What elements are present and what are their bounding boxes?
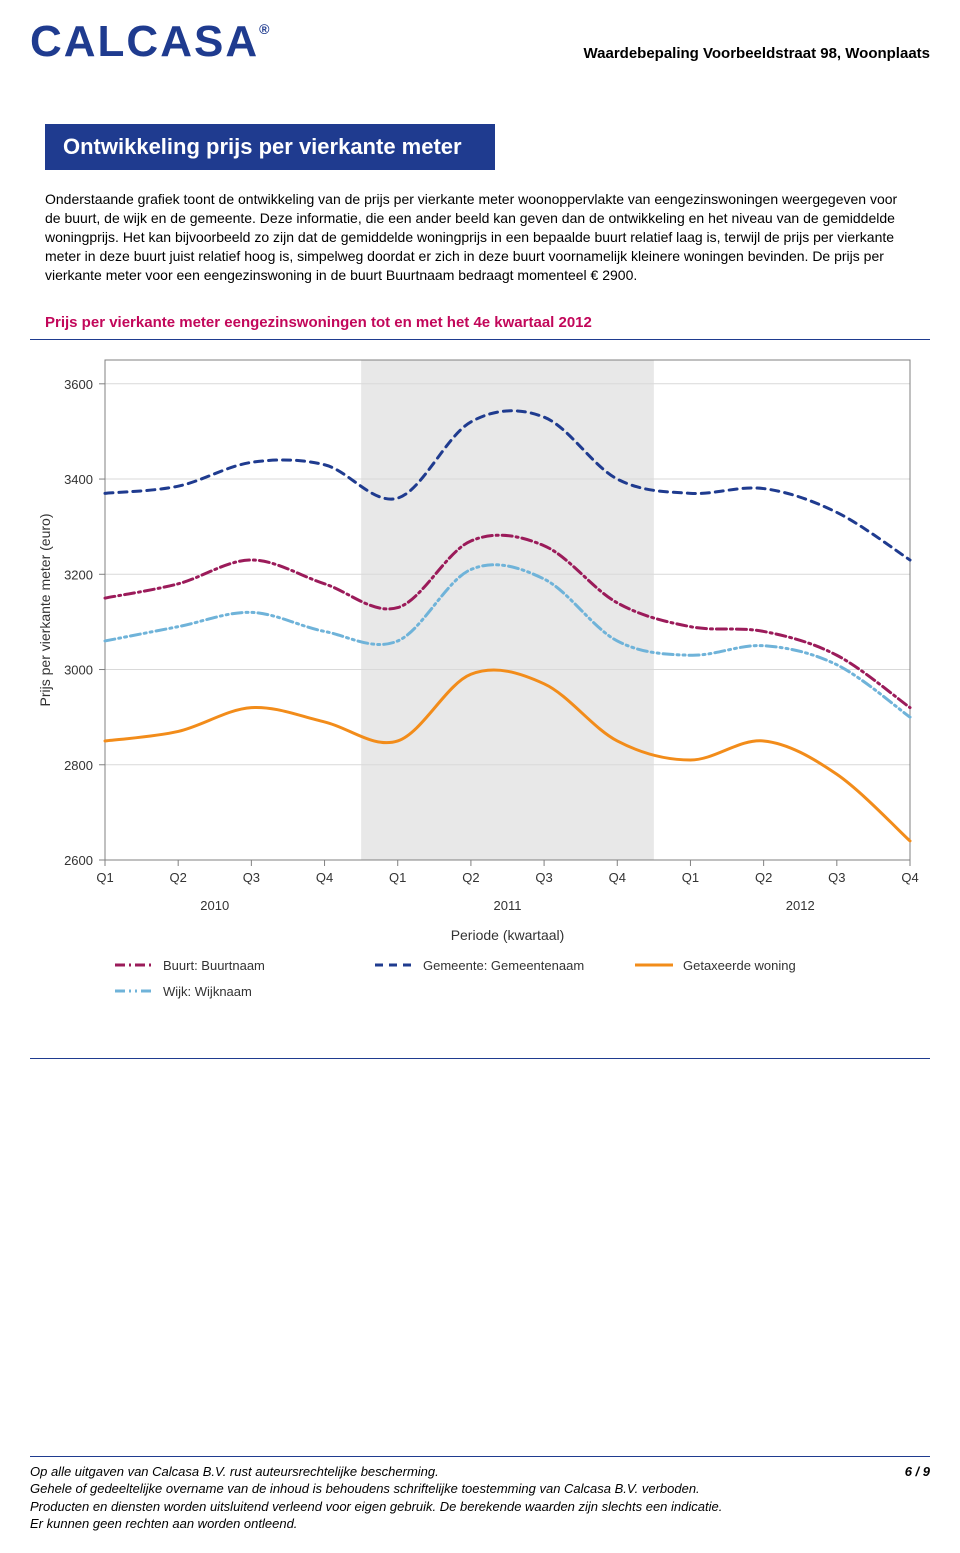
svg-text:Q3: Q3 bbox=[535, 870, 552, 885]
svg-text:2600: 2600 bbox=[64, 853, 93, 868]
svg-text:3600: 3600 bbox=[64, 377, 93, 392]
svg-text:Q1: Q1 bbox=[389, 870, 406, 885]
logo: CALCASA® bbox=[30, 20, 271, 64]
svg-text:Q4: Q4 bbox=[901, 870, 918, 885]
logo-text: CALCASA bbox=[30, 17, 259, 66]
logo-registered: ® bbox=[259, 21, 271, 37]
divider bbox=[30, 1058, 930, 1059]
svg-text:3200: 3200 bbox=[64, 568, 93, 583]
svg-text:3000: 3000 bbox=[64, 663, 93, 678]
svg-text:3400: 3400 bbox=[64, 473, 93, 488]
svg-text:Q4: Q4 bbox=[609, 870, 626, 885]
svg-text:Gemeente: Gemeentenaam: Gemeente: Gemeentenaam bbox=[423, 958, 584, 973]
svg-text:Buurt: Buurtnaam: Buurt: Buurtnaam bbox=[163, 958, 265, 973]
divider bbox=[30, 339, 930, 340]
svg-text:Periode (kwartaal): Periode (kwartaal) bbox=[451, 927, 565, 943]
chart-title: Prijs per vierkante meter eengezinswonin… bbox=[45, 314, 915, 331]
svg-text:Prijs per vierkante meter (eur: Prijs per vierkante meter (euro) bbox=[37, 514, 53, 707]
chart-svg: 2600 2800 3000 3200 3400 3600 Q1 Q2 Q3 Q4 Q1 Q2 Q3 Q4… bbox=[30, 345, 930, 1025]
page-number: 6 / 9 bbox=[885, 1463, 930, 1533]
footer-line2: Gehele of gedeeltelijke overname van de … bbox=[30, 1481, 700, 1496]
svg-text:Q3: Q3 bbox=[828, 870, 845, 885]
svg-text:Q3: Q3 bbox=[243, 870, 260, 885]
svg-text:Q2: Q2 bbox=[462, 870, 479, 885]
svg-text:Q1: Q1 bbox=[96, 870, 113, 885]
page-header: CALCASA® Waardebepaling Voorbeeldstraat … bbox=[30, 20, 930, 64]
svg-text:Q2: Q2 bbox=[755, 870, 772, 885]
divider bbox=[30, 1456, 930, 1457]
svg-text:Q4: Q4 bbox=[316, 870, 333, 885]
footer-line1: Op alle uitgaven van Calcasa B.V. rust a… bbox=[30, 1464, 439, 1479]
footer-line3: Producten en diensten worden uitsluitend… bbox=[30, 1499, 722, 1514]
document-title: Waardebepaling Voorbeeldstraat 98, Woonp… bbox=[584, 45, 930, 62]
price-chart: 2600 2800 3000 3200 3400 3600 Q1 Q2 Q3 Q4 Q1 Q2 Q3 Q4… bbox=[30, 345, 930, 1028]
section-body: Onderstaande grafiek toont de ontwikkeli… bbox=[45, 190, 915, 284]
svg-text:2010: 2010 bbox=[200, 898, 229, 913]
page-footer: Op alle uitgaven van Calcasa B.V. rust a… bbox=[30, 1456, 930, 1533]
section-title: Ontwikkeling prijs per vierkante meter bbox=[45, 124, 495, 170]
svg-text:2800: 2800 bbox=[64, 758, 93, 773]
footer-line4: Er kunnen geen rechten aan worden ontlee… bbox=[30, 1516, 297, 1531]
svg-text:Wijk: Wijknaam: Wijk: Wijknaam bbox=[163, 984, 252, 999]
svg-text:Getaxeerde woning: Getaxeerde woning bbox=[683, 958, 796, 973]
svg-text:Q1: Q1 bbox=[682, 870, 699, 885]
footer-text: Op alle uitgaven van Calcasa B.V. rust a… bbox=[30, 1463, 885, 1533]
svg-text:2011: 2011 bbox=[494, 898, 522, 913]
svg-text:2012: 2012 bbox=[786, 898, 815, 913]
svg-text:Q2: Q2 bbox=[170, 870, 187, 885]
